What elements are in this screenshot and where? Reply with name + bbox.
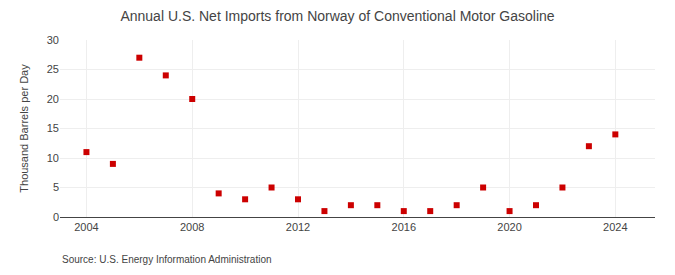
svg-text:2004: 2004 xyxy=(74,221,98,233)
svg-text:Source: U.S. Energy Informatio: Source: U.S. Energy Information Administ… xyxy=(62,254,272,265)
svg-text:2024: 2024 xyxy=(603,221,627,233)
svg-text:25: 25 xyxy=(47,63,59,75)
svg-text:10: 10 xyxy=(47,152,59,164)
svg-text:Thousand Barrels per Day: Thousand Barrels per Day xyxy=(18,64,30,193)
svg-text:0: 0 xyxy=(53,211,59,223)
svg-text:30: 30 xyxy=(47,34,59,46)
svg-text:15: 15 xyxy=(47,122,59,134)
svg-text:20: 20 xyxy=(47,93,59,105)
svg-text:2008: 2008 xyxy=(180,221,204,233)
svg-text:2016: 2016 xyxy=(392,221,416,233)
svg-text:2020: 2020 xyxy=(497,221,521,233)
svg-text:2012: 2012 xyxy=(286,221,310,233)
svg-text:Annual U.S. Net Imports from N: Annual U.S. Net Imports from Norway of C… xyxy=(120,8,554,24)
svg-text:5: 5 xyxy=(53,181,59,193)
